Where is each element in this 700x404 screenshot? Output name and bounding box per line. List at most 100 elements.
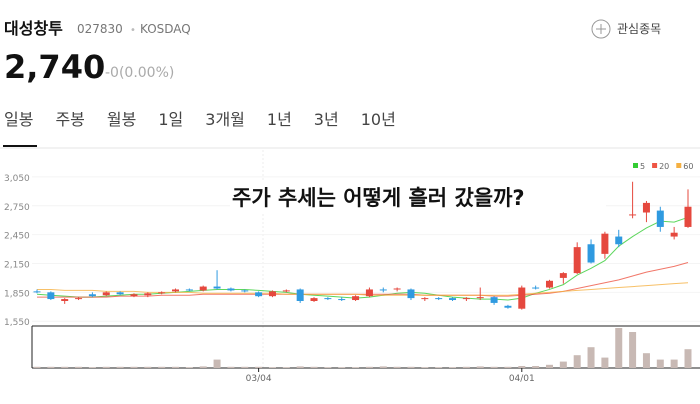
volume-bar	[629, 332, 637, 368]
candle-body	[88, 294, 96, 297]
volume-bar	[573, 355, 581, 368]
volume-bar	[241, 366, 249, 368]
candle-body	[33, 291, 41, 293]
volume-bar	[587, 347, 595, 368]
volume-bar	[172, 366, 180, 368]
volume-bar	[227, 366, 235, 368]
volume-bar	[684, 349, 692, 368]
candle-body	[185, 289, 193, 291]
volume-bar	[33, 366, 41, 368]
volume-bar	[199, 366, 207, 368]
volume-bar	[504, 366, 512, 368]
y-tick-label: 2,450	[4, 232, 30, 242]
volume-bar	[476, 366, 484, 368]
candle-body	[365, 289, 373, 297]
volume-bar	[490, 366, 498, 368]
candle-body	[158, 292, 166, 294]
tab[interactable]: 월봉	[107, 110, 136, 129]
volume-bar	[532, 366, 540, 368]
tab[interactable]: 1일	[158, 110, 183, 129]
volume-bar	[352, 367, 360, 368]
title-bg	[230, 182, 606, 212]
tab[interactable]: 1년	[267, 110, 292, 129]
volume-bar	[545, 364, 553, 368]
candle-body	[338, 299, 346, 301]
candle-body	[310, 298, 318, 301]
volume-bar	[102, 366, 110, 368]
candle-body	[393, 288, 401, 290]
volume-bar	[379, 366, 387, 368]
ma-line	[37, 282, 689, 296]
volume-bar	[462, 366, 470, 368]
volume-bar	[310, 366, 318, 368]
plus	[596, 24, 606, 34]
volume-bar	[365, 366, 373, 368]
candle-body	[296, 289, 304, 301]
volume-bar	[601, 357, 609, 368]
candle-body	[227, 288, 235, 291]
watchlist-label: 관심종목	[617, 22, 661, 36]
stock-code: 027830	[77, 22, 123, 36]
candle-body	[559, 273, 567, 278]
volume-bar	[296, 366, 304, 368]
legend-label: 20	[659, 162, 669, 171]
candle-body	[379, 289, 387, 291]
candle-body	[601, 233, 609, 254]
price: 2,740	[4, 48, 105, 86]
chart-title: 주가 추세는 어떻게 흘러 갔을까?	[232, 186, 525, 210]
candle-body	[462, 298, 470, 300]
candle-body	[476, 297, 484, 299]
market: KOSDAQ	[140, 22, 191, 36]
tab[interactable]: 주봉	[55, 110, 84, 129]
x-tick-label: 04/01	[509, 374, 535, 384]
candle-body	[684, 206, 692, 227]
tab[interactable]: 일봉	[4, 110, 33, 129]
tab[interactable]: 3년	[314, 110, 339, 129]
candle-body	[518, 287, 526, 309]
volume-bar	[268, 367, 276, 368]
volume-bar	[282, 367, 290, 368]
candle-body	[587, 244, 595, 263]
y-tick-label: 2,750	[4, 203, 30, 213]
tabs: 일봉 주봉 월봉 1일 3개월 1년 3년 10년	[4, 110, 396, 129]
volume-bar	[407, 366, 415, 368]
candle-body	[61, 299, 69, 301]
candle-body	[642, 202, 650, 213]
candle-body	[282, 290, 290, 292]
candle-body	[629, 214, 637, 216]
candle-body	[102, 292, 110, 296]
volume-bar	[559, 361, 567, 368]
candle-body	[324, 298, 332, 300]
plus-icon	[591, 19, 611, 39]
candle-body	[130, 294, 138, 297]
legend-swatch	[676, 163, 682, 168]
candle-body	[47, 292, 55, 300]
candle-body	[268, 291, 276, 297]
stock-name: 대성창투	[4, 19, 63, 38]
volume-bar	[324, 367, 332, 368]
volume-bar	[518, 366, 526, 368]
candle-body	[545, 280, 553, 288]
volume-bar	[61, 366, 69, 368]
price-change: -0(0.00%)	[105, 65, 174, 81]
tab[interactable]: 10년	[361, 110, 396, 129]
candle-body	[435, 298, 443, 300]
separator: •	[130, 25, 136, 36]
volume-bar	[47, 366, 55, 368]
watchlist-button[interactable]: 관심종목	[591, 19, 661, 39]
volume-bar	[435, 367, 443, 368]
volume-bar	[213, 359, 221, 368]
volume-bar	[88, 367, 96, 368]
volume-bar	[255, 366, 263, 368]
candle-body	[670, 232, 678, 237]
candle-body	[352, 296, 360, 301]
volume-bar	[393, 366, 401, 368]
legend-swatch	[633, 163, 638, 168]
tab[interactable]: 3개월	[205, 110, 245, 129]
volume-bar	[130, 366, 138, 368]
candle-body	[490, 297, 498, 303]
volume-bar	[615, 328, 623, 368]
candle-body	[449, 298, 457, 301]
